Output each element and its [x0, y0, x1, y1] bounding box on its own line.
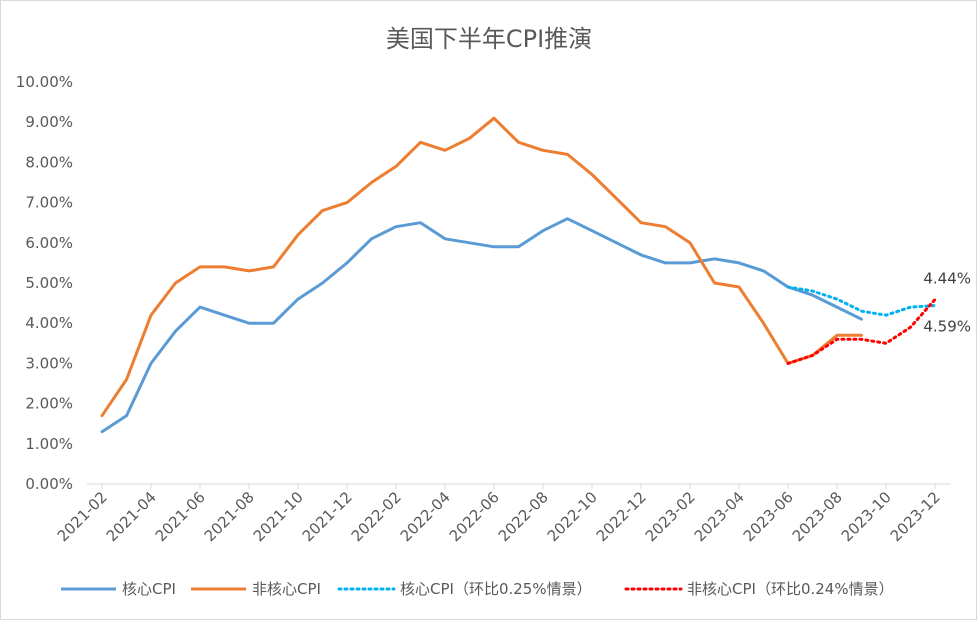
series-line-4 [786, 298, 937, 365]
x-tick-label: 2022-10 [544, 488, 601, 545]
legend-label: 核心CPI（环比0.25%情景） [400, 580, 592, 598]
y-tick-label: 5.00% [25, 274, 73, 292]
annotations: 4.44% 4.59% [923, 270, 971, 336]
x-tick-label: 2023-10 [838, 488, 895, 545]
x-tick-label: 2023-02 [642, 488, 699, 545]
data-label: 4.44% [923, 270, 971, 288]
x-tick-label: 2023-12 [887, 488, 944, 545]
x-tick-label: 2021-10 [250, 488, 307, 545]
x-tick-label: 2023-08 [789, 488, 846, 545]
series-group [100, 116, 937, 434]
x-tick-label: 2023-06 [740, 488, 797, 545]
y-tick-label: 3.00% [25, 354, 73, 372]
series-line-3 [786, 285, 937, 317]
y-tick-label: 1.00% [25, 435, 73, 453]
legend-label: 非核心CPI [252, 580, 321, 598]
y-axis: 0.00% 1.00% 2.00% 3.00% 4.00% 5.00% 6.00% 7.00%… [16, 73, 73, 493]
y-tick-label: 4.00% [25, 314, 73, 332]
data-label: 4.59% [923, 317, 971, 335]
x-tick-label: 2022-04 [397, 488, 454, 545]
x-tick-label: 2023-04 [691, 488, 748, 545]
y-tick-label: 2.00% [25, 395, 73, 413]
y-tick-label: 8.00% [25, 153, 73, 171]
x-tick-label: 2022-08 [495, 488, 552, 545]
series-line-1 [100, 217, 863, 434]
x-axis: 2021-022021-042021-062021-082021-102021-… [54, 483, 951, 545]
series-line-2 [100, 116, 863, 418]
y-tick-label: 10.00% [16, 73, 73, 91]
x-tick-label: 2021-04 [103, 488, 160, 545]
x-tick-label: 2022-06 [446, 488, 503, 545]
chart-title: 美国下半年CPI推演 [386, 25, 592, 53]
legend: 核心CPI 非核心CPI 核心CPI（环比0.25%情景） 非核心CPI（环比0.24… [61, 580, 894, 598]
x-tick-label: 2021-02 [54, 488, 111, 545]
y-tick-label: 0.00% [25, 475, 73, 493]
legend-label: 核心CPI [122, 580, 176, 598]
x-tick-label: 2022-12 [593, 488, 650, 545]
x-tick-label: 2022-02 [348, 488, 405, 545]
y-tick-label: 7.00% [25, 194, 73, 212]
x-tick-label: 2021-08 [201, 488, 258, 545]
x-tick-label: 2021-12 [299, 488, 356, 545]
legend-label: 非核心CPI（环比0.24%情景） [687, 580, 894, 598]
x-tick-label: 2021-06 [152, 488, 209, 545]
y-tick-label: 9.00% [25, 113, 73, 131]
y-tick-label: 6.00% [25, 234, 73, 252]
